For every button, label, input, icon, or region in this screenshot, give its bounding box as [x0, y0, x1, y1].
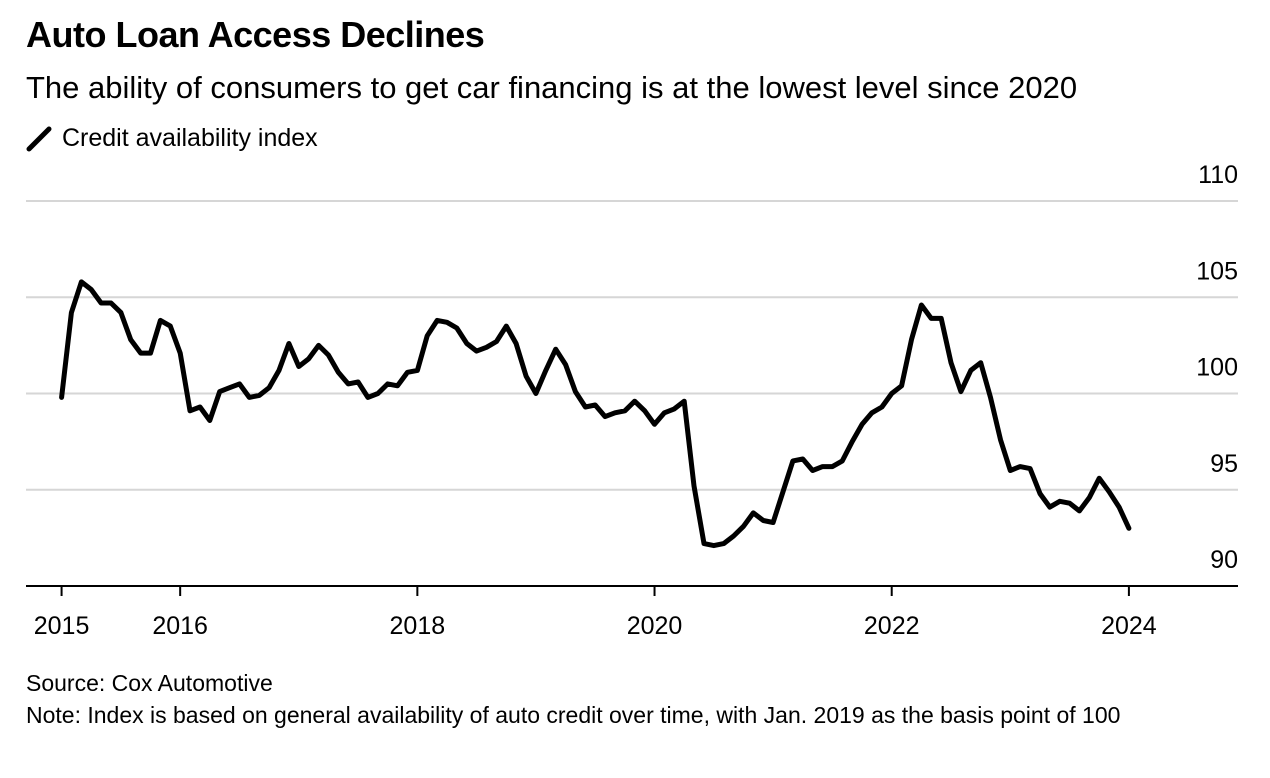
x-tick-label: 2022	[864, 612, 920, 640]
note: Note: Index is based on general availabi…	[26, 702, 1121, 728]
y-tick-label: 95	[1210, 450, 1238, 478]
y-tick-label: 110	[1198, 161, 1238, 189]
y-tick-label: 90	[1210, 546, 1238, 574]
legend-swatch	[26, 126, 52, 151]
x-tick-label: 2020	[627, 612, 683, 640]
y-tick-label: 105	[1196, 257, 1238, 285]
x-tick-label: 2015	[34, 612, 90, 640]
chart-subtitle: The ability of consumers to get car fina…	[26, 70, 1078, 105]
series-line	[59, 279, 1132, 549]
source: Source: Cox Automotive	[26, 670, 273, 696]
chart: 90 95 100 105 110 2015 2016 2018 2020 2022 2024	[26, 161, 1238, 640]
x-tick-label: 2024	[1101, 612, 1157, 640]
x-tick-label: 2018	[390, 612, 446, 640]
x-tick-label: 2016	[152, 612, 208, 640]
chart-title: Auto Loan Access Declines	[26, 14, 485, 55]
y-tick-label: 100	[1196, 354, 1238, 382]
legend-label: Credit availability index	[62, 124, 318, 152]
legend: Credit availability index	[26, 124, 318, 153]
